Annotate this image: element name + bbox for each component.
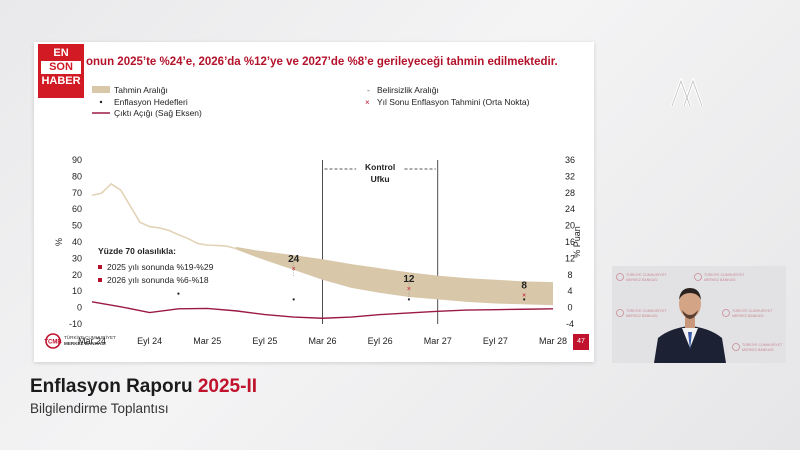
y-left-tick-label: 10: [72, 286, 82, 296]
y-right-axis-label: % Puan: [572, 226, 582, 258]
probability-annotation-item: 2025 yılı sonunda %19-%29: [107, 262, 214, 272]
y-left-tick-label: 90: [72, 155, 82, 165]
y-left-tick-label: 70: [72, 188, 82, 198]
y-right-tick-label: 16: [565, 237, 575, 247]
inflation-target-marker: [407, 298, 411, 301]
probability-annotation-bullet: [98, 278, 102, 282]
y-right-tick-label: 28: [565, 188, 575, 198]
svg-text:TÜRKİYE CUMHURİYET: TÜRKİYE CUMHURİYET: [742, 342, 783, 347]
x-tick-label: Mar 24: [78, 336, 106, 346]
anadolu-agency-logo: [670, 78, 704, 107]
inflation-target-marker: [292, 298, 295, 301]
year-end-forecast-label: 12: [403, 274, 415, 285]
inflation-target-marker: [177, 292, 180, 295]
legend-uncertainty-marker: -: [367, 85, 370, 95]
svg-text:MERKEZ BANKASI: MERKEZ BANKASI: [742, 348, 774, 352]
ensonhaber-logo: EN SON HABER: [38, 44, 84, 98]
y-left-tick-label: -10: [69, 319, 82, 329]
x-tick-label: Mar 26: [308, 336, 336, 346]
svg-text:TÜRKİYE CUMHURİYET: TÜRKİYE CUMHURİYET: [626, 308, 667, 313]
svg-text:TCMB: TCMB: [44, 340, 62, 346]
y-left-tick-label: 80: [72, 171, 82, 181]
year-end-forecast-label: 24: [288, 254, 300, 265]
control-horizon-label-bg: [356, 161, 405, 187]
probability-annotation-bullet: [98, 265, 102, 269]
probability-annotation-title: Yüzde 70 olasılıkla:: [98, 246, 176, 256]
y-right-tick-label: 0: [567, 303, 572, 313]
y-right-tick-label: 36: [565, 155, 575, 165]
y-left-tick-label: 60: [72, 204, 82, 214]
legend-target-label: Enflasyon Hedefleri: [114, 97, 188, 107]
y-left-tick-label: 40: [72, 237, 82, 247]
svg-text:TÜRKİYE CUMHURİYET: TÜRKİYE CUMHURİYET: [704, 272, 745, 277]
year-end-forecast-marker: ×: [292, 266, 296, 273]
legend-target-marker: [99, 100, 103, 104]
y-right-tick-label: 32: [565, 171, 575, 181]
x-tick-label: Eyl 26: [368, 336, 393, 346]
y-right-tick-label: 4: [567, 286, 572, 296]
year-end-forecast-label: 8: [521, 280, 527, 291]
y-left-tick-label: 20: [72, 270, 82, 280]
y-left-tick-label: 50: [72, 221, 82, 231]
y-right-tick-label: -4: [566, 319, 574, 329]
caption-title: Enflasyon Raporu 2025-II: [30, 376, 258, 397]
tcmb-logo: TCMB TÜRKİYE CUMHURİYET MERKEZ BANKASI: [44, 333, 116, 349]
svg-text:MERKEZ BANKASI: MERKEZ BANKASI: [704, 278, 736, 282]
slide-title: onun 2025’te %24’e, 2026’da %12’ye ve 20…: [86, 56, 558, 68]
legend-uncertainty-label: Belirsizlik Aralığı: [377, 85, 439, 95]
y-right-tick-label: 8: [567, 270, 572, 280]
x-tick-label: Mar 27: [424, 336, 452, 346]
probability-annotation-item: 2026 yılı sonunda %6-%18: [107, 275, 209, 285]
y-left-tick-label: 0: [77, 303, 82, 313]
x-tick-label: Eyl 24: [137, 336, 162, 346]
year-end-forecast-marker: ×: [407, 286, 411, 293]
y-left-axis-label: %: [54, 238, 64, 246]
svg-text:MERKEZ BANKASI: MERKEZ BANKASI: [64, 341, 106, 346]
x-tick-label: Eyl 27: [483, 336, 508, 346]
svg-text:TÜRKİYE CUMHURİYET: TÜRKİYE CUMHURİYET: [64, 334, 116, 340]
speaker-video-inset: TÜRKİYE CUMHURİYET MERKEZ BANKASI TÜRKİY…: [612, 266, 786, 363]
legend-output-gap-label: Çıktı Açığı (Sağ Eksen): [114, 108, 202, 118]
presentation-slide: onun 2025’te %24’e, 2026’da %12’ye ve 20…: [34, 42, 594, 362]
caption-subtitle: Bilgilendirme Toplantısı: [30, 401, 169, 416]
svg-text:MERKEZ BANKASI: MERKEZ BANKASI: [732, 314, 764, 318]
legend-band-label: Tahmin Aralığı: [114, 85, 168, 95]
output-gap-line: [91, 301, 554, 319]
y-right-tick-label: 12: [565, 253, 575, 263]
control-horizon-label-1: Kontrol: [365, 162, 395, 172]
svg-text:MERKEZ BANKASI: MERKEZ BANKASI: [626, 314, 658, 318]
inflation-target-marker: [523, 298, 526, 301]
forecast-band: [236, 246, 553, 306]
svg-text:TÜRKİYE CUMHURİYET: TÜRKİYE CUMHURİYET: [626, 272, 667, 277]
svg-text:TÜRKİYE CUMHURİYET: TÜRKİYE CUMHURİYET: [732, 308, 773, 313]
x-tick-label: Mar 25: [193, 336, 221, 346]
speaker-scene: TÜRKİYE CUMHURİYET MERKEZ BANKASI TÜRKİY…: [612, 266, 786, 363]
svg-text:MERKEZ BANKASI: MERKEZ BANKASI: [626, 278, 658, 282]
x-tick-label: Mar 28: [539, 336, 567, 346]
x-tick-label: Eyl 25: [252, 336, 277, 346]
inflation-line: [91, 182, 237, 250]
legend-year-end-label: Yıl Sonu Enflasyon Tahmini (Orta Nokta): [377, 97, 530, 107]
legend-year-end-marker: ×: [365, 98, 370, 107]
y-right-tick-label: 20: [565, 221, 575, 231]
y-left-tick-label: 30: [72, 253, 82, 263]
control-horizon-label-2: Ufku: [371, 174, 390, 184]
legend-band-swatch: [92, 86, 110, 93]
page-number-badge: 47: [573, 334, 589, 350]
y-right-tick-label: 24: [565, 204, 575, 214]
year-end-forecast-marker: ×: [522, 292, 526, 299]
